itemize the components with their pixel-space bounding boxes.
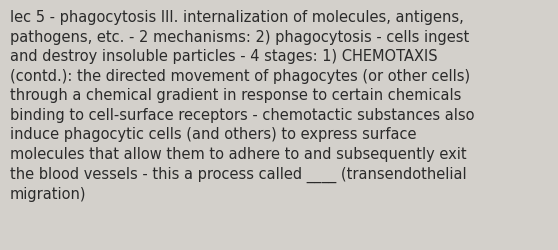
Text: lec 5 - phagocytosis III. internalization of molecules, antigens,
pathogens, etc: lec 5 - phagocytosis III. internalizatio… — [10, 10, 474, 202]
